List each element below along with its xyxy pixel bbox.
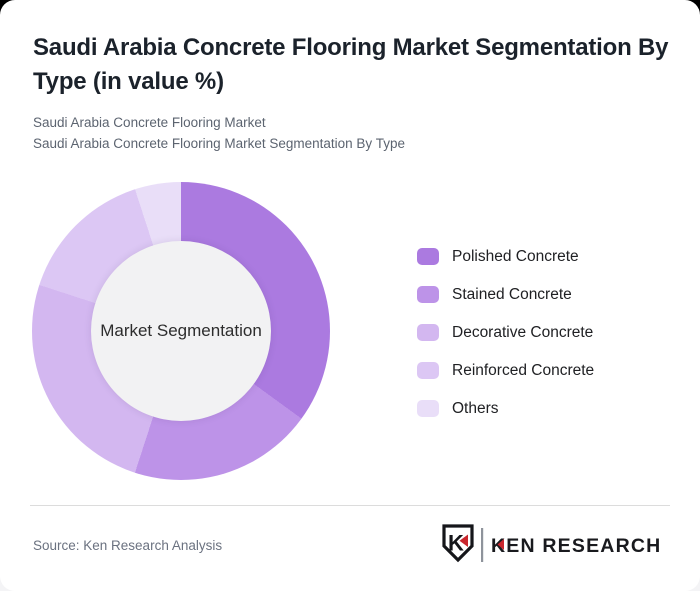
donut-center-label: Market Segmentation [100, 321, 262, 340]
logo-wordmark: KEN RESEARCH [491, 535, 661, 557]
footer-divider [30, 505, 670, 506]
legend-label: Reinforced Concrete [452, 361, 595, 379]
legend-label: Stained Concrete [452, 285, 572, 303]
legend-swatch-stained [417, 286, 439, 303]
legend-swatch-others [417, 400, 439, 417]
subtitle-line-2: Saudi Arabia Concrete Flooring Market Se… [33, 136, 405, 151]
legend-item-polished-concrete[interactable]: Polished Concrete [417, 248, 594, 265]
legend-swatch-reinforced [417, 362, 439, 379]
legend-swatch-polished [417, 248, 439, 265]
legend-item-others[interactable]: Others [417, 400, 594, 417]
chart-subtitle: Saudi Arabia Concrete Flooring Market Sa… [33, 112, 653, 154]
subtitle-line-1: Saudi Arabia Concrete Flooring Market [33, 115, 266, 130]
legend-label: Decorative Concrete [452, 323, 594, 341]
legend-item-decorative-concrete[interactable]: Decorative Concrete [417, 324, 594, 341]
chart-legend: Polished Concrete Stained Concrete Decor… [417, 248, 594, 438]
logo-separator-bar [481, 528, 484, 562]
legend-label: Others [452, 399, 499, 417]
logo-shield-red-triangle-icon [459, 534, 468, 547]
legend-item-stained-concrete[interactable]: Stained Concrete [417, 286, 594, 303]
page-title: Saudi Arabia Concrete Flooring Market Se… [33, 34, 669, 95]
logo-wordmark-red-triangle-icon [497, 539, 504, 550]
legend-swatch-decorative [417, 324, 439, 341]
ken-research-logo: K KEN RESEARCH [442, 524, 661, 563]
source-note: Source: Ken Research Analysis [33, 538, 223, 553]
donut-chart[interactable]: Market Segmentation [32, 182, 330, 480]
legend-item-reinforced-concrete[interactable]: Reinforced Concrete [417, 362, 594, 379]
donut-center: Market Segmentation [91, 241, 271, 421]
logo-shield-icon [442, 524, 474, 563]
logo-shield-letter: K [448, 531, 464, 556]
legend-label: Polished Concrete [452, 247, 579, 265]
